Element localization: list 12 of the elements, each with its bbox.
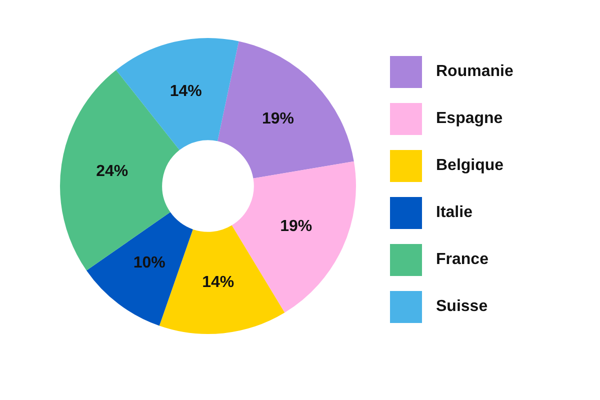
data-label: 10% bbox=[133, 254, 166, 272]
legend-label: France bbox=[436, 251, 488, 269]
data-label: 24% bbox=[96, 163, 128, 180]
data-label: 14% bbox=[170, 83, 202, 100]
data-label: 14% bbox=[202, 274, 234, 291]
legend-label: Italie bbox=[436, 204, 472, 222]
legend-label: Roumanie bbox=[436, 63, 514, 81]
legend-label: Espagne bbox=[436, 110, 503, 128]
legend-label: Suisse bbox=[436, 298, 488, 316]
data-label: 19% bbox=[280, 218, 312, 235]
legend-label: Belgique bbox=[436, 157, 504, 175]
data-label: 19% bbox=[262, 110, 294, 128]
